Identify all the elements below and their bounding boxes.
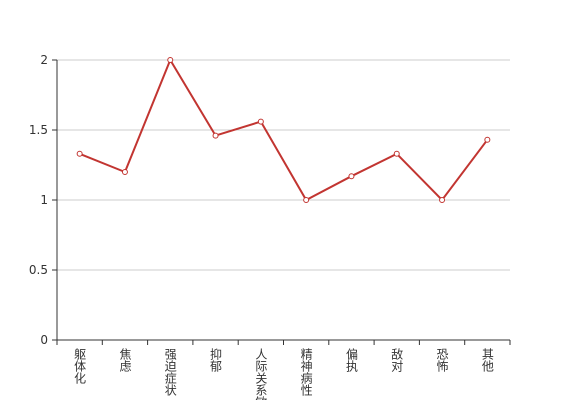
y-tick-label: 1	[40, 193, 48, 207]
x-tick-label: 躯体化	[73, 347, 87, 385]
point	[76, 150, 83, 157]
y-tick-label: 0	[40, 333, 48, 347]
point	[121, 169, 128, 175]
x-tick-label: 偏执	[344, 347, 358, 373]
point	[212, 132, 219, 139]
x-tick-label: 恐怖	[435, 348, 449, 372]
point	[257, 118, 264, 125]
x-tick-label: 人际关系敏感	[254, 348, 268, 400]
y-tick-label: 2	[40, 53, 48, 67]
x-tick-label: 强迫症状	[163, 348, 177, 396]
x-tick-label: 精神病性	[299, 348, 313, 397]
point	[167, 57, 174, 63]
y-tick-label: 1.5	[29, 123, 48, 137]
y-tick-label: 0.5	[29, 263, 48, 277]
x-tick-label: 其他	[480, 348, 494, 372]
point	[393, 150, 400, 157]
x-tick-label: 抑郁	[209, 347, 223, 373]
point	[303, 197, 310, 203]
x-tick-label: 敌对	[390, 347, 404, 372]
point	[484, 136, 491, 143]
point	[348, 173, 355, 180]
line	[79, 57, 489, 202]
point	[439, 197, 446, 203]
x-tick-label: 焦虑	[118, 348, 132, 372]
